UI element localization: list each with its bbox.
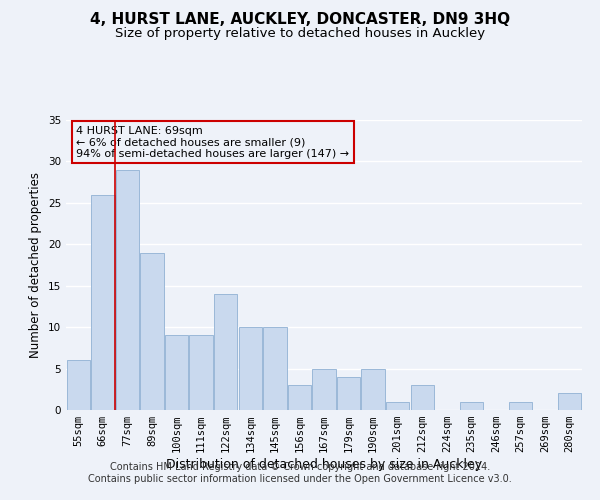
Bar (190, 336, 213, 410)
Bar (313, 368, 335, 410)
Bar (509, 402, 532, 410)
Bar (460, 402, 483, 410)
Bar (337, 377, 360, 410)
Bar (116, 170, 139, 410)
Bar (361, 368, 385, 410)
Y-axis label: Number of detached properties: Number of detached properties (29, 172, 43, 358)
Bar (558, 394, 581, 410)
Bar (67, 360, 90, 410)
Bar (410, 385, 434, 410)
Text: Contains HM Land Registry data © Crown copyright and database right 2024.: Contains HM Land Registry data © Crown c… (110, 462, 490, 472)
X-axis label: Distribution of detached houses by size in Auckley: Distribution of detached houses by size … (166, 458, 482, 471)
Bar (165, 336, 188, 410)
Bar (386, 402, 409, 410)
Text: Contains public sector information licensed under the Open Government Licence v3: Contains public sector information licen… (88, 474, 512, 484)
Bar (239, 327, 262, 410)
Bar (140, 252, 164, 410)
Text: 4, HURST LANE, AUCKLEY, DONCASTER, DN9 3HQ: 4, HURST LANE, AUCKLEY, DONCASTER, DN9 3… (90, 12, 510, 28)
Text: Size of property relative to detached houses in Auckley: Size of property relative to detached ho… (115, 28, 485, 40)
Bar (214, 294, 238, 410)
Bar (91, 194, 115, 410)
Text: 4 HURST LANE: 69sqm
← 6% of detached houses are smaller (9)
94% of semi-detached: 4 HURST LANE: 69sqm ← 6% of detached hou… (76, 126, 349, 159)
Bar (288, 385, 311, 410)
Bar (263, 327, 287, 410)
